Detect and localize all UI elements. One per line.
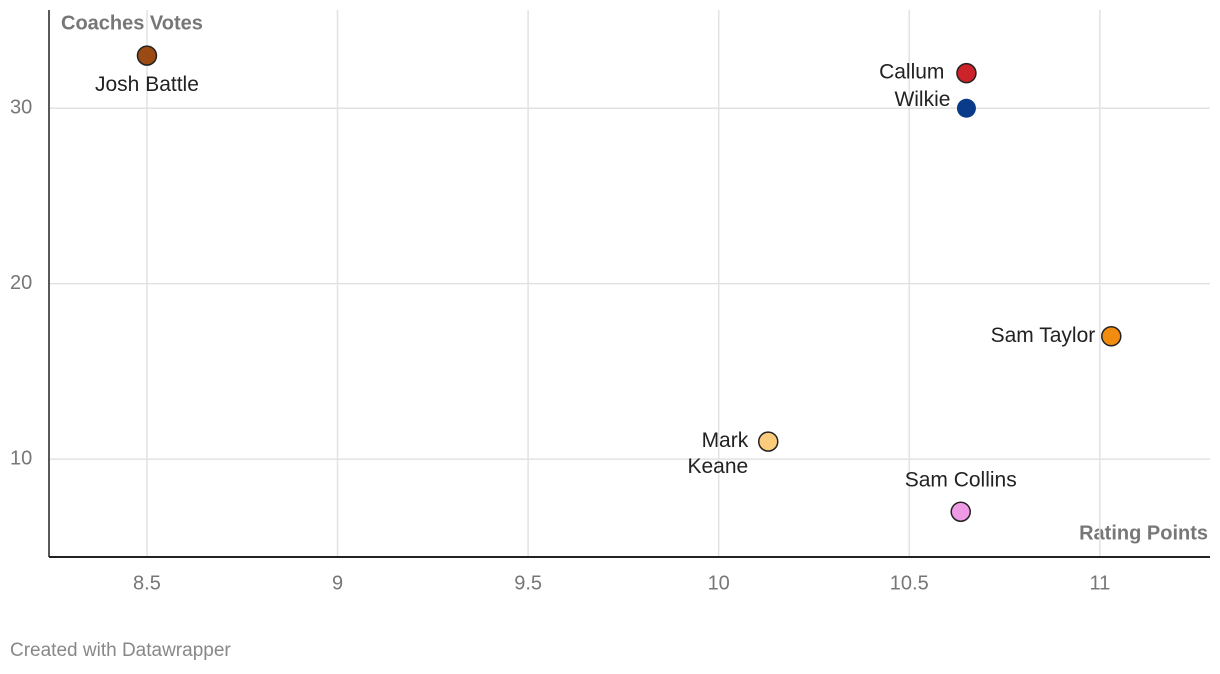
point-label: Wilkie	[894, 88, 950, 111]
y-tick-label: 20	[10, 272, 32, 294]
point	[956, 98, 976, 118]
credit: Created with Datawrapper	[10, 640, 231, 661]
point	[1101, 326, 1122, 347]
point	[136, 45, 158, 66]
x-tick-label: 9.5	[514, 572, 542, 594]
point	[950, 501, 971, 522]
x-tick-label: 10	[708, 572, 730, 594]
x-tick-label: 9	[332, 572, 343, 594]
y-axis-title: Coaches Votes	[61, 12, 203, 34]
x-tick-label: 11	[1089, 572, 1110, 594]
point-label: Callum	[879, 61, 944, 84]
x-tick-label: 10.5	[890, 572, 929, 594]
point	[956, 62, 977, 84]
point-label: Sam Collins	[905, 468, 1017, 491]
point-label: Josh Battle	[95, 73, 199, 96]
point-label: Mark	[702, 429, 749, 452]
point-label: Keane	[688, 455, 749, 478]
point-label: Sam Taylor	[991, 324, 1096, 347]
y-tick-label: 10	[10, 447, 32, 469]
x-axis-title: Rating Points	[1079, 522, 1208, 544]
y-tick-label: 30	[10, 97, 32, 119]
point	[757, 431, 779, 452]
x-tick-label: 8.5	[133, 572, 161, 594]
